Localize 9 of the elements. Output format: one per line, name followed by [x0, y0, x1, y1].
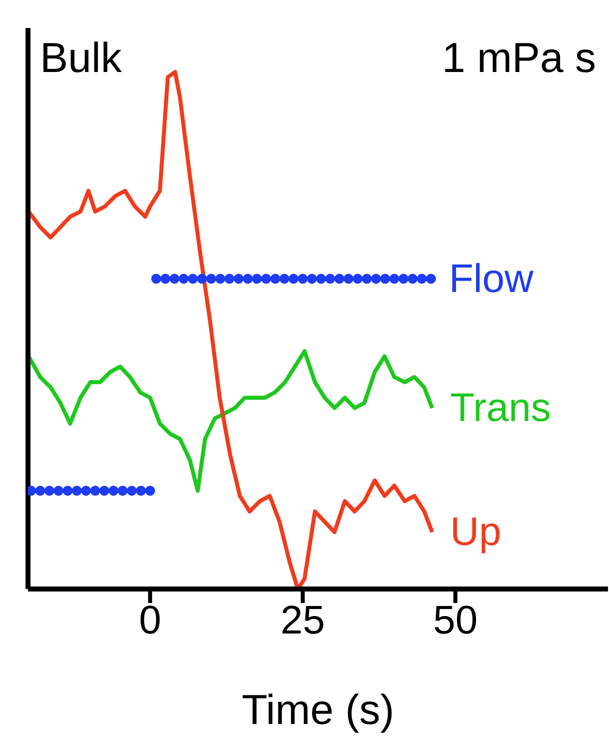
annotation: 1 mPa s	[442, 34, 596, 82]
x-tick-label: 0	[138, 598, 162, 642]
series-label: Trans	[450, 386, 551, 430]
series-label: Up	[450, 510, 502, 554]
x-axis-title: Time (s)	[242, 686, 394, 733]
x-tick-label: 25	[280, 598, 325, 642]
series-label: Flow	[448, 256, 534, 301]
chart-title: Bulk	[40, 34, 122, 82]
x-tick-label: 50	[433, 598, 478, 642]
